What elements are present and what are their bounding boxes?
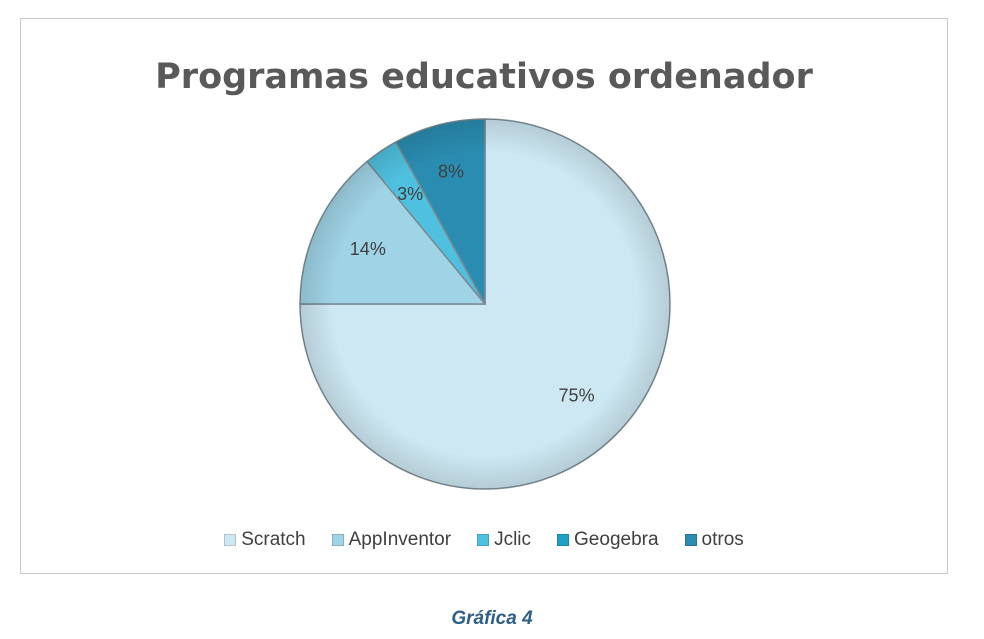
legend-item-otros: otros — [684, 529, 744, 551]
chart-legend: Scratch AppInventor Jclic Geogebra otros — [21, 529, 947, 551]
legend-label: Jclic — [494, 529, 532, 550]
legend-swatch-icon — [224, 534, 237, 546]
legend-label: AppInventor — [348, 529, 452, 550]
legend-item-appinventor: AppInventor — [331, 529, 452, 551]
legend-label: Scratch — [241, 529, 306, 550]
chart-title: Programas educativos ordenador — [155, 57, 813, 97]
legend-swatch-icon — [684, 534, 697, 546]
data-label-jclic: 3% — [397, 184, 423, 204]
pie-chart: 75% 14% 3% 8% — [299, 118, 671, 490]
legend-item-jclic: Jclic — [477, 529, 531, 551]
data-label-scratch: 75% — [559, 386, 595, 406]
data-label-otros: 8% — [438, 161, 464, 181]
figure-caption: Gráfica 4 — [451, 608, 533, 629]
legend-label: otros — [701, 529, 744, 550]
legend-label: Geogebra — [574, 529, 659, 550]
legend-item-scratch: Scratch — [224, 529, 306, 551]
data-label-appinventor: 14% — [350, 239, 386, 259]
pie-edge-shade — [300, 119, 670, 489]
chart-area: Programas educativos ordenador 75% 14% 3% 8… — [20, 18, 948, 574]
legend-swatch-icon — [331, 534, 344, 546]
legend-item-geogebra: Geogebra — [557, 529, 659, 551]
legend-swatch-icon — [477, 534, 490, 546]
legend-swatch-icon — [557, 534, 570, 546]
